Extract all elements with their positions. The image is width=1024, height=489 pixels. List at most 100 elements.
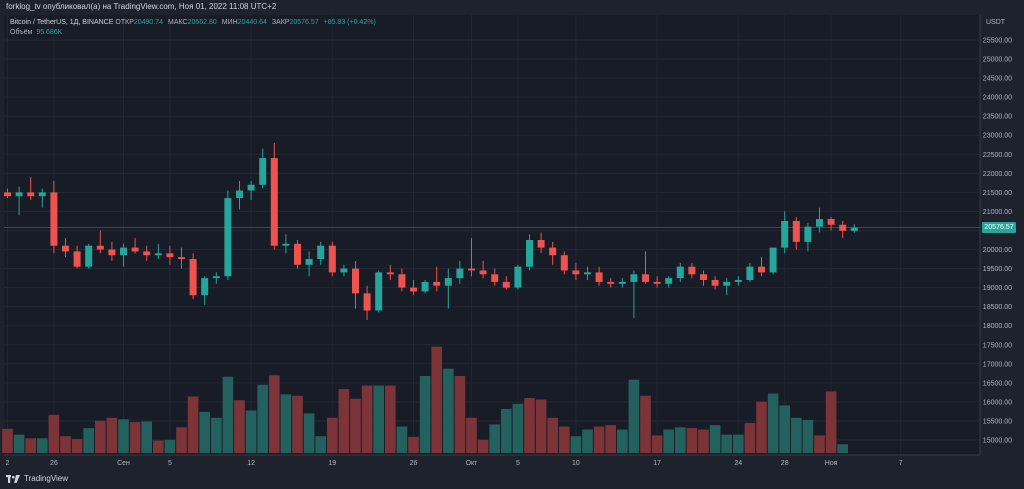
candle-body[interactable] — [653, 281, 661, 284]
volume-bar[interactable] — [164, 439, 176, 453]
candle-body[interactable] — [212, 276, 220, 279]
volume-bar[interactable] — [187, 396, 199, 453]
volume-bar[interactable] — [744, 422, 756, 453]
candle-body[interactable] — [839, 224, 847, 231]
candle-body[interactable] — [827, 219, 835, 225]
volume-bar[interactable] — [443, 368, 454, 453]
volume-bar[interactable] — [361, 385, 373, 453]
volume-bar[interactable] — [71, 439, 83, 453]
volume-bar[interactable] — [791, 417, 802, 453]
candle-body[interactable] — [572, 270, 580, 275]
volume-bar[interactable] — [559, 426, 570, 453]
candle-body[interactable] — [537, 240, 545, 248]
volume-bar[interactable] — [756, 401, 767, 453]
candle-body[interactable] — [758, 266, 765, 273]
volume-bar[interactable] — [802, 420, 814, 453]
candle-body[interactable] — [85, 245, 93, 267]
candle-body[interactable] — [96, 245, 104, 250]
volume-bar[interactable] — [663, 429, 674, 453]
candle-body[interactable] — [479, 270, 487, 275]
candle-body[interactable] — [120, 247, 127, 256]
volume-bar[interactable] — [454, 376, 466, 453]
volume-bar[interactable] — [535, 399, 547, 453]
candle-body[interactable] — [131, 247, 139, 252]
candle-body[interactable] — [421, 281, 429, 292]
volume-bar[interactable] — [837, 444, 848, 453]
volume-bar[interactable] — [617, 429, 628, 453]
candle-body[interactable] — [514, 266, 522, 288]
candle-body[interactable] — [769, 247, 777, 273]
candle-body[interactable] — [294, 243, 301, 265]
candle-body[interactable] — [73, 251, 81, 267]
volume-bar[interactable] — [814, 435, 825, 453]
symbol-legend[interactable]: Bitcoin / TetherUS, 1Д, BINANCE ОТКР2049… — [10, 19, 379, 26]
candle-body[interactable] — [781, 220, 789, 248]
volume-bar[interactable] — [605, 425, 616, 453]
volume-bar[interactable] — [431, 346, 442, 453]
candle-body[interactable] — [676, 266, 684, 279]
volume-bar[interactable] — [95, 420, 106, 453]
candle-body[interactable] — [444, 278, 452, 286]
candle-body[interactable] — [433, 281, 441, 286]
candle-body[interactable] — [108, 249, 116, 256]
candle-body[interactable] — [154, 253, 162, 256]
candle-body[interactable] — [189, 259, 197, 296]
candle-body[interactable] — [398, 274, 406, 288]
candle-body[interactable] — [62, 245, 69, 252]
candle-body[interactable] — [642, 274, 649, 282]
candle-body[interactable] — [27, 192, 35, 197]
candle-body[interactable] — [734, 280, 742, 282]
volume-bar[interactable] — [48, 414, 60, 453]
volume-bar[interactable] — [315, 436, 326, 453]
candle-body[interactable] — [688, 266, 696, 275]
candle-body[interactable] — [491, 274, 499, 282]
candle-body[interactable] — [630, 274, 638, 282]
volume-bar[interactable] — [338, 389, 350, 453]
volume-bar[interactable] — [280, 394, 292, 453]
volume-bar[interactable] — [593, 426, 605, 453]
volume-bar[interactable] — [408, 436, 419, 453]
volume-bar[interactable] — [292, 395, 303, 453]
volume-bar[interactable] — [106, 417, 118, 453]
candle-body[interactable] — [665, 278, 673, 284]
candle-body[interactable] — [166, 253, 174, 258]
volume-bar[interactable] — [547, 417, 558, 453]
volume-bar[interactable] — [199, 411, 210, 453]
candle-body[interactable] — [560, 255, 568, 271]
candle-body[interactable] — [340, 268, 348, 273]
volume-bar[interactable] — [211, 417, 222, 453]
candle-body[interactable] — [259, 158, 267, 185]
candle-body[interactable] — [143, 251, 151, 256]
volume-bar[interactable] — [675, 427, 686, 453]
volume-legend[interactable]: Объём 95.686K — [10, 29, 62, 36]
candle-body[interactable] — [410, 287, 417, 292]
volume-bar[interactable] — [396, 426, 408, 453]
volume-bar[interactable] — [733, 434, 744, 453]
symbol-title[interactable]: Bitcoin / TetherUS, 1Д, BINANCE — [10, 19, 114, 26]
candle-body[interactable] — [386, 272, 394, 275]
candle-body[interactable] — [50, 192, 58, 246]
volume-bar[interactable] — [13, 434, 25, 453]
candle-body[interactable] — [4, 192, 11, 197]
volume-bar[interactable] — [25, 438, 36, 453]
volume-bar[interactable] — [269, 375, 280, 453]
candle-body[interactable] — [607, 281, 615, 284]
volume-bar[interactable] — [570, 436, 582, 453]
candle-body[interactable] — [584, 272, 591, 275]
candle-body[interactable] — [792, 220, 800, 242]
volume-bar[interactable] — [385, 385, 396, 453]
candle-body[interactable] — [595, 272, 603, 282]
volume-bar[interactable] — [153, 440, 164, 453]
volume-bar[interactable] — [489, 424, 500, 453]
candle-body[interactable] — [700, 274, 707, 280]
candle-body[interactable] — [456, 268, 464, 279]
volume-bar[interactable] — [37, 438, 48, 453]
candle-body[interactable] — [317, 245, 325, 260]
volume-bar[interactable] — [524, 398, 535, 453]
candle-body[interactable] — [247, 184, 255, 191]
candle-body[interactable] — [711, 280, 719, 286]
volume-bar[interactable] — [477, 439, 489, 453]
candle-body[interactable] — [236, 190, 243, 199]
candle-body[interactable] — [201, 278, 209, 296]
volume-bar[interactable] — [466, 417, 477, 453]
